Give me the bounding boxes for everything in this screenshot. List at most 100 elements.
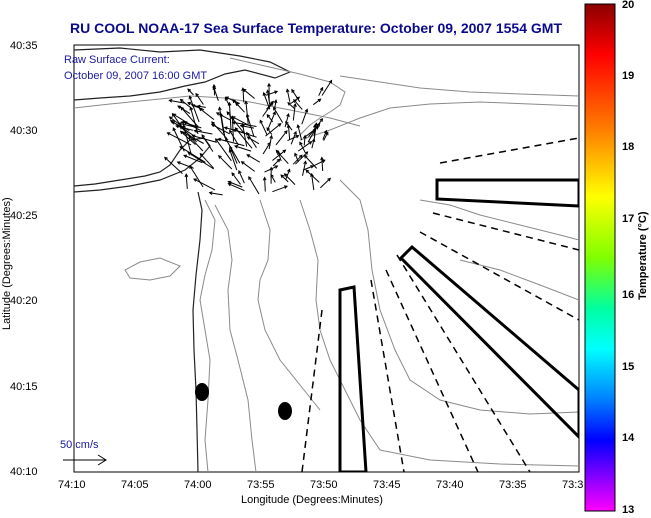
colorbar-tick: 18 [622, 141, 634, 153]
x-axis-label: Longitude (Degrees:Minutes) [241, 494, 383, 506]
current-vector [185, 174, 188, 189]
coverage-boundary [301, 309, 323, 472]
current-vector [265, 123, 282, 137]
coverage-boundary [385, 269, 479, 472]
current-vector-head [262, 176, 267, 181]
current-vector [270, 174, 276, 183]
current-vector [169, 99, 186, 104]
current-vector [295, 151, 308, 165]
current-vector-head [302, 134, 307, 139]
current-vector-head [325, 131, 329, 136]
colorbar-tick: 20 [622, 0, 634, 11]
isobath-contour [299, 101, 579, 141]
current-vector-head [172, 127, 176, 132]
current-vector [228, 181, 243, 188]
x-tick-label: 74:10 [58, 479, 86, 491]
current-vector-head [187, 88, 192, 93]
current-vector-head [198, 107, 203, 112]
current-vector [318, 87, 324, 96]
scale-label: 50 cm/s [60, 439, 99, 451]
current-vector-head [226, 111, 231, 116]
current-vector [241, 161, 255, 172]
current-vector [187, 102, 199, 108]
current-vector-head [168, 116, 173, 120]
radar-station-marker [195, 383, 209, 401]
current-vector [294, 153, 299, 163]
current-vector-head [172, 113, 177, 118]
current-vector-head [299, 141, 303, 146]
current-vector-head [179, 146, 184, 150]
current-vector [190, 107, 199, 135]
current-vector-head [188, 95, 193, 100]
current-vector [246, 114, 255, 137]
current-vector-head [286, 123, 291, 128]
current-vector-head [272, 111, 276, 116]
current-vector [312, 98, 321, 106]
current-vector [180, 107, 200, 128]
colorbar-tick: 17 [622, 213, 634, 225]
colorbar-tick: 14 [622, 432, 635, 444]
current-vector [192, 135, 217, 143]
current-vector [197, 105, 206, 108]
isobath-contour [459, 259, 579, 301]
current-vector [293, 99, 303, 110]
current-vector-head [169, 120, 174, 124]
current-vector-head [183, 154, 188, 159]
current-vector-head [242, 88, 247, 93]
current-vector [188, 135, 204, 152]
current-vector [320, 178, 331, 189]
current-vector-head [180, 106, 185, 111]
current-vector [262, 142, 271, 155]
current-vector [172, 127, 185, 152]
current-vector [242, 88, 245, 103]
current-vector-head [312, 123, 317, 128]
current-vector-head [304, 108, 309, 113]
current-vector [195, 93, 204, 105]
current-vector [263, 92, 271, 110]
current-vector [301, 109, 308, 125]
current-vector-head [244, 100, 249, 105]
current-vector-head [259, 119, 263, 124]
current-vector [242, 88, 255, 99]
radar-wedge [398, 244, 579, 440]
current-vector [305, 126, 319, 137]
current-vector [321, 80, 333, 96]
coastline-nj [192, 191, 203, 472]
scale-arrow-head [97, 454, 107, 466]
current-vector [272, 158, 281, 167]
current-vector [180, 130, 196, 145]
current-vector-head [166, 132, 171, 136]
current-vector [272, 149, 286, 161]
current-vector [305, 169, 320, 183]
current-vector-head [286, 168, 291, 173]
current-vector [172, 113, 195, 128]
current-vector [215, 138, 232, 162]
current-vector-head [196, 104, 201, 109]
current-vector [164, 157, 183, 174]
current-vector [290, 131, 297, 145]
current-vector [225, 96, 241, 105]
current-vector [199, 107, 215, 120]
current-vector-head [195, 92, 199, 97]
colorbar: 20 19 18 17 16 15 14 13 Temperature (°C) [584, 0, 649, 516]
current-vector-head [177, 105, 182, 109]
current-vector-head [219, 112, 224, 117]
current-vector [272, 185, 288, 193]
current-vector [287, 135, 299, 142]
colorbar-tick: 16 [622, 289, 634, 301]
current-vector [224, 97, 230, 106]
current-vector [266, 127, 273, 135]
current-vector-head [287, 101, 292, 106]
current-vector [264, 165, 278, 173]
current-vector [187, 88, 194, 96]
chart-title: RU COOL NOAA-17 Sea Surface Temperature:… [70, 20, 562, 36]
current-vector [213, 86, 219, 101]
colorbar-gradient [584, 3, 616, 512]
current-vector-head [233, 145, 239, 149]
current-vector [177, 161, 194, 169]
current-vector [189, 96, 200, 123]
current-vector-head [238, 169, 242, 174]
x-tick-label: 73:40 [436, 479, 464, 491]
current-vector-head [303, 160, 307, 165]
x-tick-label: 73:50 [310, 479, 338, 491]
